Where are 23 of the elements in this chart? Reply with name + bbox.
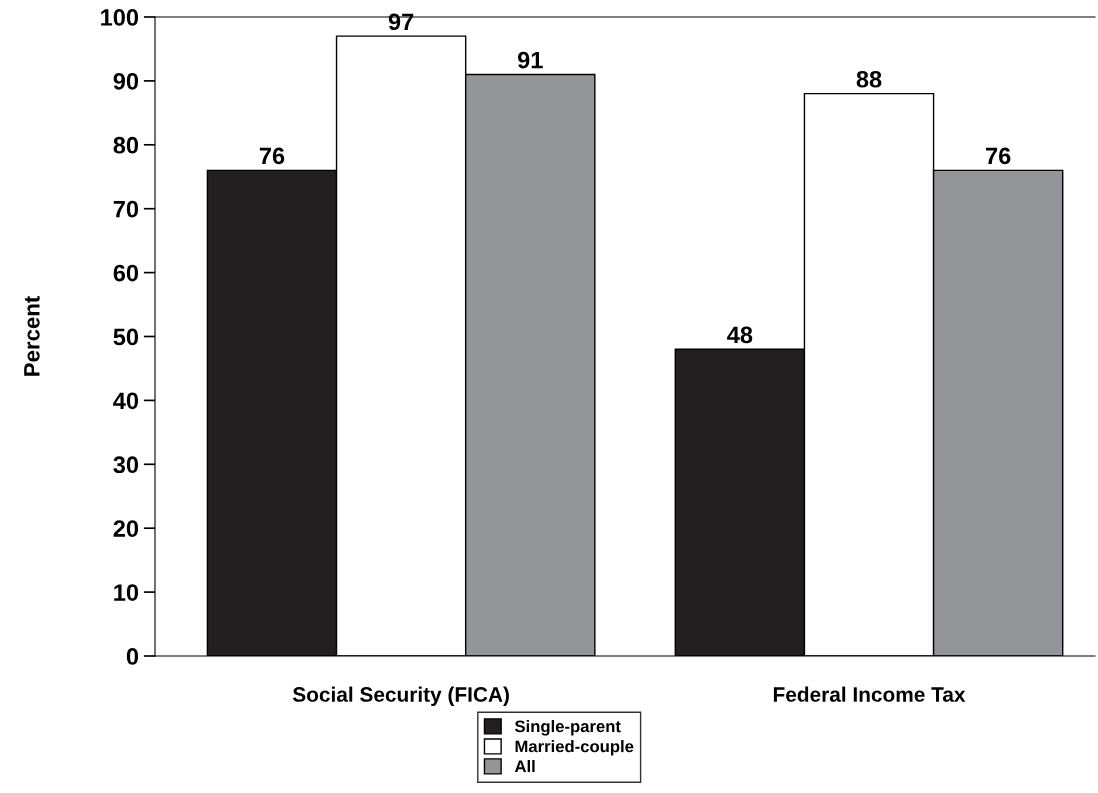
legend-label: Single-parent (514, 720, 621, 736)
data-label: 76 (986, 147, 1011, 165)
y-tick-label: 0 (126, 648, 139, 665)
data-label: 88 (856, 70, 882, 88)
data-label: 91 (517, 51, 543, 69)
data-label: 76 (259, 147, 285, 165)
y-tick-label: 10 (114, 584, 139, 601)
legend-label: Married-couple (515, 740, 634, 756)
y-tick-label: 90 (113, 72, 139, 90)
x-tick-label: Federal Income Tax (773, 686, 966, 702)
y-tick-label: 70 (113, 200, 139, 218)
y-tick-label: 20 (113, 520, 139, 537)
y-axis-title: Percent (24, 296, 40, 376)
y-tick-label: 100 (101, 9, 139, 26)
y-tick-label: 80 (113, 136, 139, 154)
y-tick-label: 30 (113, 456, 139, 474)
y-tick-label: 50 (113, 328, 139, 346)
data-label: 97 (388, 13, 414, 31)
x-tick-label: Social Security (FICA) (292, 686, 509, 706)
y-tick-label: 40 (113, 392, 139, 410)
legend-label: All (514, 760, 535, 773)
y-tick-label: 60 (113, 264, 139, 282)
data-label: 48 (727, 326, 753, 344)
